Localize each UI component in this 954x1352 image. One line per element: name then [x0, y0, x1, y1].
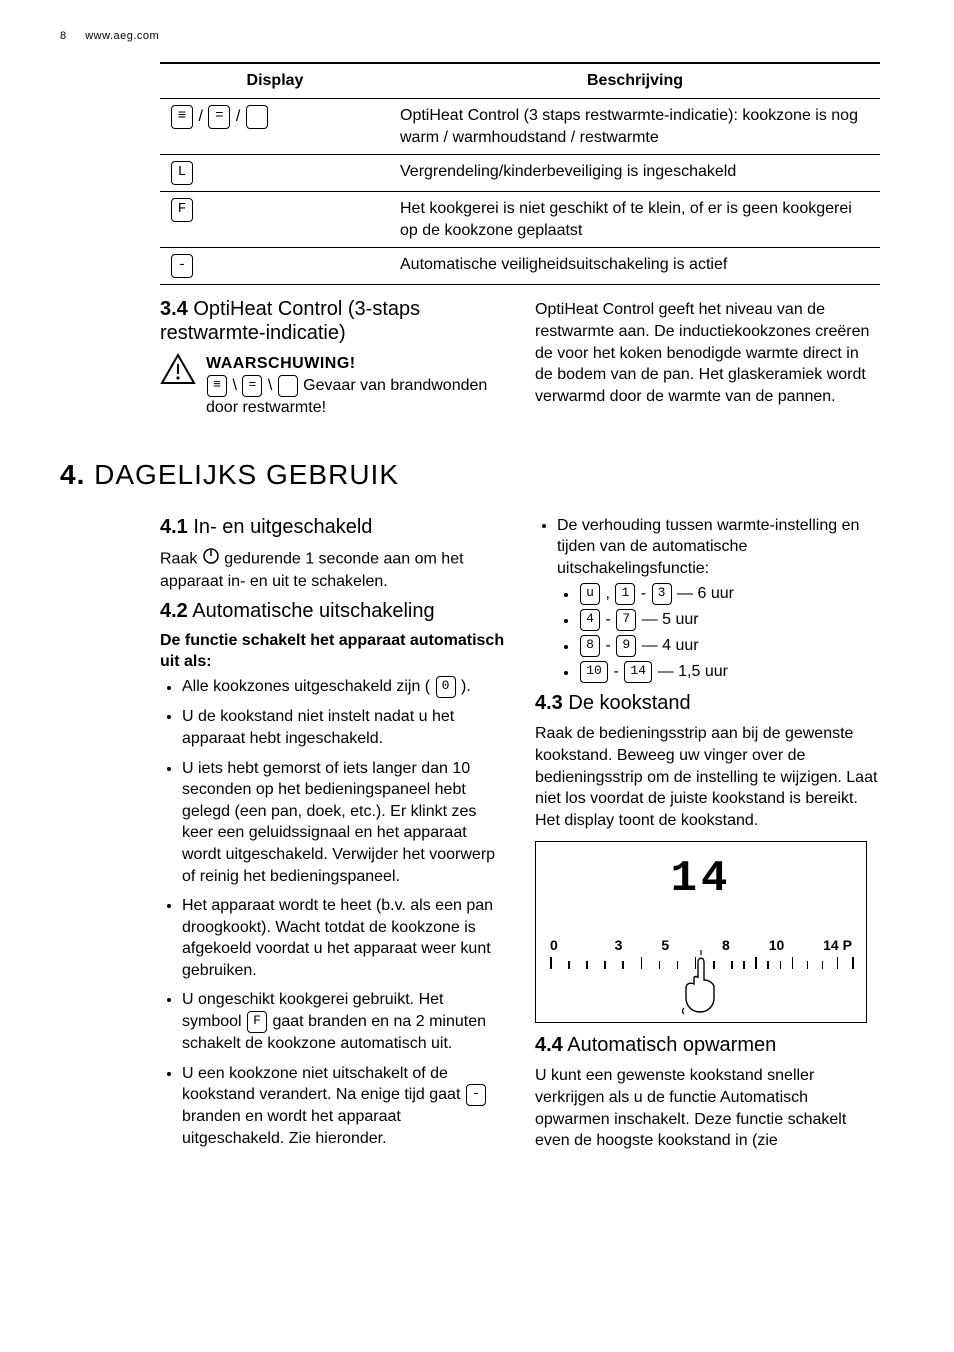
header-url: www.aeg.com — [85, 30, 159, 42]
seg-icon: ≡ — [207, 375, 227, 397]
list-item: U de kookstand niet instelt nadat u het … — [182, 706, 505, 749]
table-row: L Vergrendeling/kinderbeveiliging is ing… — [160, 155, 880, 192]
seg-icon: F — [247, 1011, 267, 1033]
desc-cell: Het kookgerei is niet geschikt of te kle… — [390, 192, 880, 248]
seg-icon: 14 — [624, 661, 652, 683]
sec44-body: U kunt een gewenste kookstand sneller ve… — [535, 1065, 880, 1151]
display-cell: - — [160, 248, 390, 285]
seg-icon: 8 — [580, 635, 600, 657]
table-row: ≡ / = / OptiHeat Control (3 staps restwa… — [160, 99, 880, 155]
page-header: 8 www.aeg.com — [60, 30, 894, 42]
seg-icon: 1 — [615, 583, 635, 605]
desc-cell: Automatische veiligheidsuitschakeling is… — [390, 248, 880, 285]
seg-icon: u — [580, 583, 600, 605]
list-item: U iets hebt gemorst of iets langer dan 1… — [182, 758, 505, 888]
list-item: 10 - 14 — 1,5 uur — [579, 661, 880, 683]
seg-icon: 3 — [652, 583, 672, 605]
seg-icon: F — [171, 198, 193, 222]
list-item: 8 - 9 — 4 uur — [579, 635, 880, 657]
display-cell: F — [160, 192, 390, 248]
seg-icon: ≡ — [171, 105, 193, 129]
seg-icon — [278, 375, 298, 397]
list-item: U ongeschikt kookgerei gebruikt. Het sym… — [182, 989, 505, 1054]
sec42-subtitle: De functie schakelt het apparaat automat… — [160, 631, 505, 673]
sec43-body: Raak de bedieningsstrip aan bij de gewen… — [535, 723, 880, 831]
heading-4-1: 4.1 In- en uitgeschakeld — [160, 515, 505, 539]
display-table: Display Beschrijving ≡ / = / OptiHeat Co… — [160, 62, 880, 285]
heading-4-2: 4.2 Automatische uitschakeling — [160, 599, 505, 623]
warning-block: WAARSCHUWING! ≡ \ = \ Gevaar van brandwo… — [160, 353, 505, 418]
seg-icon: 9 — [616, 635, 636, 657]
display-cell: L — [160, 155, 390, 192]
table-row: F Het kookgerei is niet geschikt of te k… — [160, 192, 880, 248]
seg-icon: 7 — [616, 609, 636, 631]
seg-icon: 4 — [580, 609, 600, 631]
heading-4-4: 4.4 Automatisch opwarmen — [535, 1033, 880, 1057]
display-cell: ≡ / = / — [160, 99, 390, 155]
warning-title: WAARSCHUWING! — [206, 355, 356, 372]
heading-4-3: 4.3 De kookstand — [535, 691, 880, 715]
sec41-body: Raak gedurende 1 seconde aan om het appa… — [160, 547, 505, 593]
list-item: Alle kookzones uitgeschakeld zijn ( 0 ). — [182, 676, 505, 698]
heading-3-4: 3.4 OptiHeat Control (3-staps restwarmte… — [160, 297, 505, 345]
list-item: u , 1 - 3 — 6 uur — [579, 583, 880, 605]
slider-figure: 14 0 3 5 8 10 14 P — [535, 841, 867, 1023]
table-header-display: Display — [160, 63, 390, 99]
sec42-list: Alle kookzones uitgeschakeld zijn ( 0 ).… — [160, 676, 505, 1149]
table-header-desc: Beschrijving — [390, 63, 880, 99]
seg-icon: L — [171, 161, 193, 185]
list-item: De verhouding tussen warmte-instelling e… — [557, 515, 880, 684]
sec42-right-list: De verhouding tussen warmte-instelling e… — [535, 515, 880, 684]
desc-cell: OptiHeat Control (3 staps restwarmte-ind… — [390, 99, 880, 155]
seg-icon: - — [466, 1084, 486, 1106]
power-icon — [202, 547, 220, 572]
sec34-paragraph: OptiHeat Control geeft het niveau van de… — [535, 299, 880, 407]
page-number: 8 — [60, 30, 67, 42]
seg-icon: - — [171, 254, 193, 278]
seg-icon — [246, 105, 268, 129]
desc-cell: Vergrendeling/kinderbeveiliging is inges… — [390, 155, 880, 192]
seg-icon: = — [242, 375, 262, 397]
list-item: 4 - 7 — 5 uur — [579, 609, 880, 631]
heading-4: 4. DAGELIJKS GEBRUIK — [60, 459, 894, 491]
table-row: - Automatische veiligheidsuitschakeling … — [160, 248, 880, 285]
list-item: U een kookzone niet uitschakelt of de ko… — [182, 1063, 505, 1150]
seg-icon: 0 — [436, 676, 456, 698]
list-item: Het apparaat wordt te heet (b.v. als een… — [182, 895, 505, 981]
finger-icon — [676, 950, 726, 1020]
seg-icon: = — [208, 105, 230, 129]
seg-icon: 10 — [580, 661, 608, 683]
warning-icon — [160, 353, 196, 390]
slider-display-digits: 14 — [536, 854, 866, 904]
